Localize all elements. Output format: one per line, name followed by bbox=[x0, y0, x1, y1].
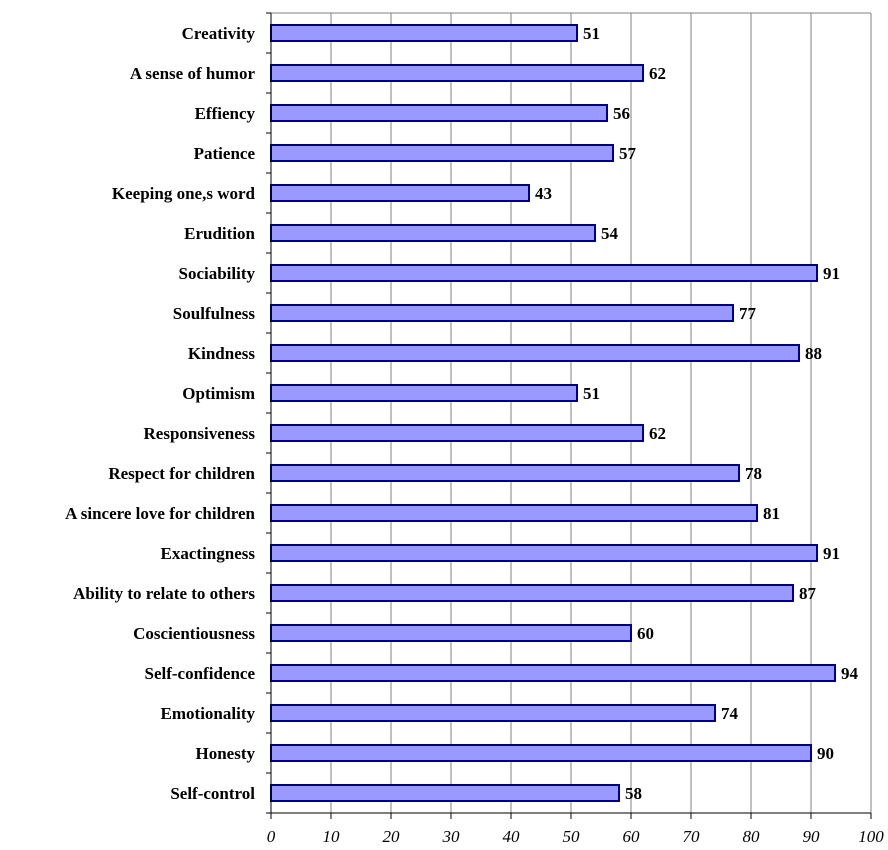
x-tick-label: 50 bbox=[563, 827, 581, 846]
data-label: 51 bbox=[583, 24, 600, 43]
x-tick-label: 0 bbox=[267, 827, 276, 846]
x-tick-label: 90 bbox=[803, 827, 821, 846]
bar-5 bbox=[270, 224, 596, 242]
bar-2 bbox=[270, 104, 608, 122]
category-label: Kindness bbox=[188, 344, 255, 363]
x-tick-label: 100 bbox=[858, 827, 884, 846]
bar-13 bbox=[270, 544, 818, 562]
data-label: 58 bbox=[625, 784, 642, 803]
data-label: 57 bbox=[619, 144, 637, 163]
data-label: 91 bbox=[823, 264, 840, 283]
data-label: 77 bbox=[739, 304, 757, 323]
category-label: Respect for children bbox=[108, 464, 255, 483]
category-label: Patience bbox=[194, 144, 256, 163]
category-label: A sincere love for children bbox=[65, 504, 255, 523]
labels: Creativity 51 A sense of humor 62 Effiency 56… bbox=[65, 24, 884, 846]
data-label: 60 bbox=[637, 624, 654, 643]
category-label: Soulfulness bbox=[173, 304, 256, 323]
data-label: 78 bbox=[745, 464, 762, 483]
category-label: Emotionality bbox=[161, 704, 256, 723]
axes bbox=[266, 12, 872, 819]
bar-9 bbox=[270, 384, 578, 402]
bar-6 bbox=[270, 264, 818, 282]
bar-12 bbox=[270, 504, 758, 522]
bar-1 bbox=[270, 64, 644, 82]
bar-10 bbox=[270, 424, 644, 442]
data-label: 62 bbox=[649, 64, 666, 83]
gridlines bbox=[330, 13, 872, 813]
bar-15 bbox=[270, 624, 632, 642]
bar-11 bbox=[270, 464, 740, 482]
x-tick-label: 10 bbox=[323, 827, 341, 846]
bar-17 bbox=[270, 704, 716, 722]
bar-4 bbox=[270, 184, 530, 202]
bar-16 bbox=[270, 664, 836, 682]
data-label: 54 bbox=[601, 224, 619, 243]
category-label: Erudition bbox=[184, 224, 255, 243]
bar-7 bbox=[270, 304, 734, 322]
category-label: Effiency bbox=[195, 104, 256, 123]
x-tick-label: 30 bbox=[442, 827, 461, 846]
category-label: A sense of humor bbox=[130, 64, 256, 83]
x-tick-label: 40 bbox=[503, 827, 521, 846]
bar-18 bbox=[270, 744, 812, 762]
bar-14 bbox=[270, 584, 794, 602]
data-label: 91 bbox=[823, 544, 840, 563]
data-label: 90 bbox=[817, 744, 834, 763]
bar-8 bbox=[270, 344, 800, 362]
data-label: 88 bbox=[805, 344, 822, 363]
category-label: Ability to relate to others bbox=[73, 584, 255, 603]
x-tick-label: 60 bbox=[623, 827, 641, 846]
data-label: 81 bbox=[763, 504, 780, 523]
data-label: 51 bbox=[583, 384, 600, 403]
category-label: Responsiveness bbox=[144, 424, 256, 443]
category-label: Keeping one,s word bbox=[112, 184, 256, 203]
data-label: 62 bbox=[649, 424, 666, 443]
data-label: 94 bbox=[841, 664, 859, 683]
bars bbox=[270, 24, 836, 802]
category-label: Exactingness bbox=[161, 544, 256, 563]
category-label: Self-confidence bbox=[145, 664, 256, 683]
category-label: Self-control bbox=[170, 784, 255, 803]
category-label: Coscientiousness bbox=[133, 624, 255, 643]
data-label: 74 bbox=[721, 704, 739, 723]
data-label: 87 bbox=[799, 584, 817, 603]
category-label: Sociability bbox=[178, 264, 255, 283]
category-label: Honesty bbox=[196, 744, 256, 763]
data-label: 56 bbox=[613, 104, 630, 123]
bar-19 bbox=[270, 784, 620, 802]
bar-0 bbox=[270, 24, 578, 42]
category-label: Optimism bbox=[182, 384, 255, 403]
bar-3 bbox=[270, 144, 614, 162]
category-label: Creativity bbox=[182, 24, 256, 43]
x-tick-label: 20 bbox=[383, 827, 401, 846]
x-tick-label: 80 bbox=[743, 827, 761, 846]
data-label: 43 bbox=[535, 184, 552, 203]
x-tick-label: 70 bbox=[683, 827, 701, 846]
